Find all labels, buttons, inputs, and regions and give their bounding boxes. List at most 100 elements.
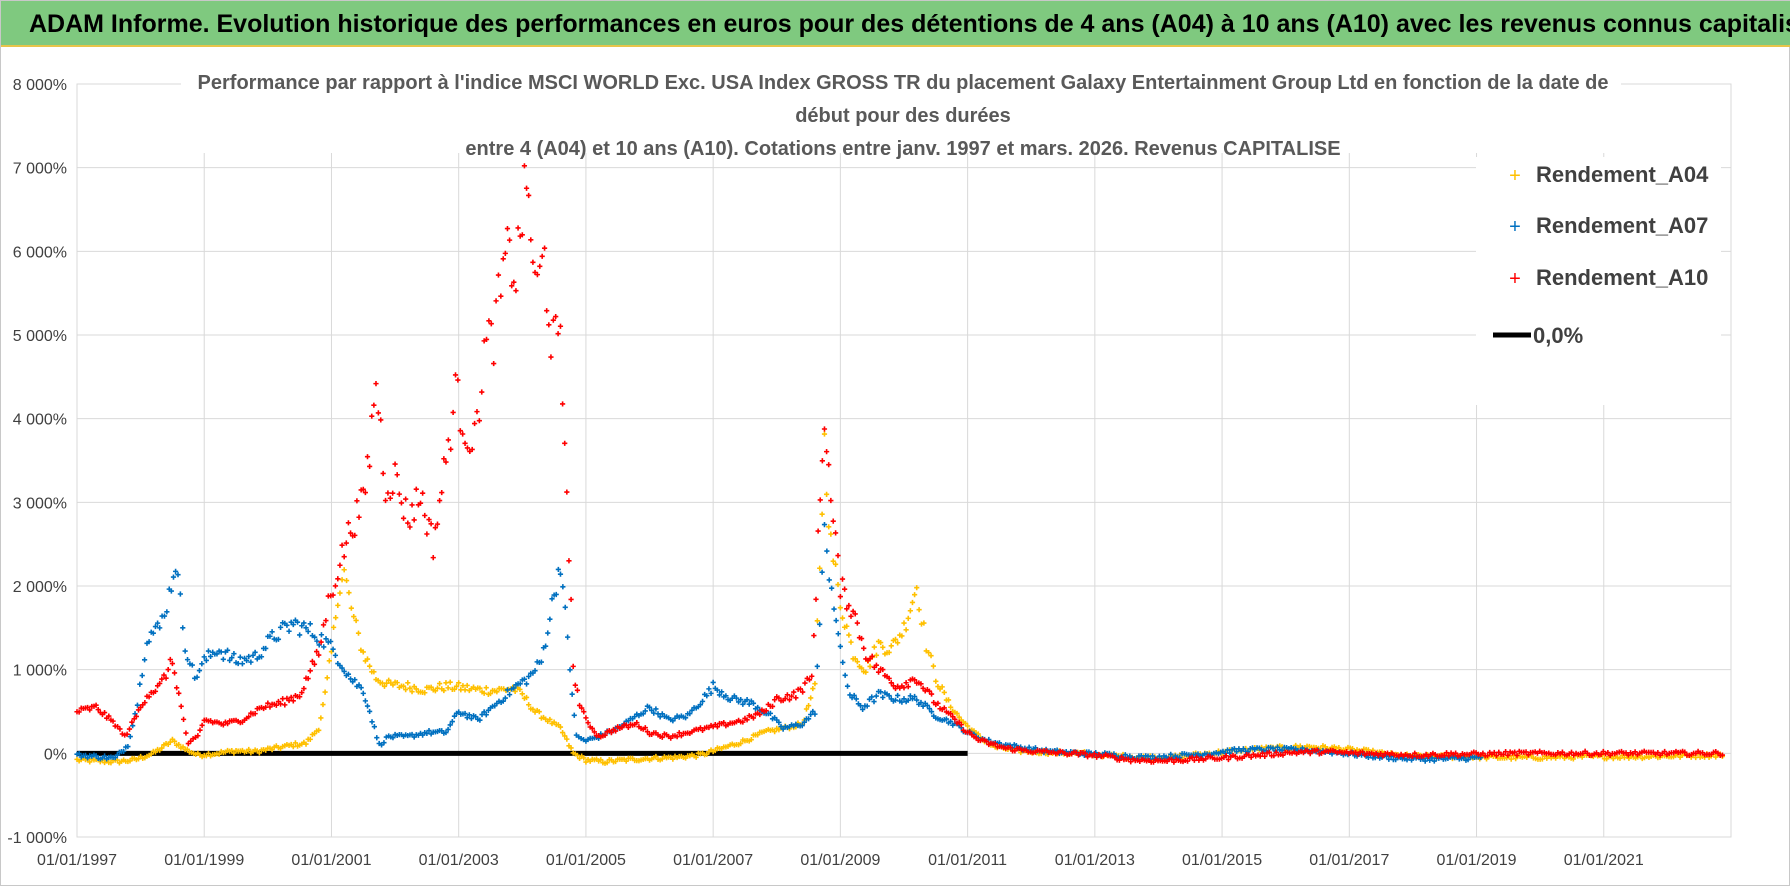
data-point-Rendement_A10 xyxy=(1007,744,1013,751)
data-point-Rendement_A07 xyxy=(920,703,926,709)
data-point-Rendement_A04 xyxy=(523,694,530,701)
data-point-Rendement_A04 xyxy=(371,669,377,675)
data-point-Rendement_A10 xyxy=(354,498,360,504)
data-point-Rendement_A07 xyxy=(275,636,282,642)
data-point-Rendement_A10 xyxy=(789,693,795,699)
data-point-Rendement_A07 xyxy=(150,630,156,636)
data-point-Rendement_A04 xyxy=(1365,747,1371,753)
data-point-Rendement_A04 xyxy=(256,750,262,756)
data-point-Rendement_A10 xyxy=(544,308,550,314)
data-point-Rendement_A10 xyxy=(886,675,892,682)
data-point-Rendement_A10 xyxy=(311,661,318,667)
data-point-Rendement_A10 xyxy=(928,691,935,697)
data-point-Rendement_A07 xyxy=(857,703,864,709)
data-point-Rendement_A04 xyxy=(803,706,810,712)
data-point-Rendement_A07 xyxy=(719,689,725,695)
data-point-Rendement_A10 xyxy=(163,675,169,681)
data-point-Rendement_A10 xyxy=(1314,747,1320,753)
data-point-Rendement_A07 xyxy=(1240,746,1247,752)
data-point-Rendement_A10 xyxy=(1493,752,1500,759)
data-point-Rendement_A10 xyxy=(786,697,793,703)
data-point-Rendement_A10 xyxy=(528,237,534,243)
data-point-Rendement_A07 xyxy=(886,693,892,699)
data-point-Rendement_A10 xyxy=(509,283,515,289)
data-point-Rendement_A07 xyxy=(362,698,368,704)
data-point-Rendement_A04 xyxy=(405,680,411,686)
data-point-Rendement_A10 xyxy=(380,470,386,477)
x-tick-label: 01/01/2009 xyxy=(800,852,880,869)
data-point-Rendement_A07 xyxy=(699,698,706,704)
data-point-Rendement_A10 xyxy=(1169,756,1175,763)
data-point-Rendement_A07 xyxy=(277,624,284,630)
data-point-Rendement_A04 xyxy=(926,650,932,656)
data-point-Rendement_A10 xyxy=(526,192,532,199)
data-point-Rendement_A04 xyxy=(564,736,570,742)
data-point-Rendement_A07 xyxy=(294,619,301,625)
data-point-Rendement_A07 xyxy=(1231,746,1237,752)
data-point-Rendement_A10 xyxy=(548,354,554,360)
data-point-Rendement_A04 xyxy=(447,679,453,685)
data-point-Rendement_A07 xyxy=(164,609,170,615)
data-point-Rendement_A07 xyxy=(141,657,148,663)
data-point-Rendement_A10 xyxy=(138,704,144,711)
data-point-Rendement_A10 xyxy=(1225,756,1232,763)
data-point-Rendement_A10 xyxy=(142,700,148,706)
data-point-Rendement_A07 xyxy=(250,652,256,658)
data-point-Rendement_A04 xyxy=(441,687,447,694)
data-point-Rendement_A04 xyxy=(422,690,428,696)
data-point-Rendement_A04 xyxy=(895,640,901,646)
data-point-Rendement_A07 xyxy=(175,572,181,578)
data-point-Rendement_A04 xyxy=(432,688,438,694)
data-point-Rendement_A07 xyxy=(640,711,646,717)
data-point-Rendement_A07 xyxy=(464,715,470,721)
data-point-Rendement_A10 xyxy=(817,497,823,503)
data-point-Rendement_A07 xyxy=(905,697,911,703)
data-point-Rendement_A04 xyxy=(939,684,945,690)
data-point-Rendement_A07 xyxy=(481,709,487,715)
data-point-Rendement_A07 xyxy=(555,566,561,573)
data-point-Rendement_A10 xyxy=(1091,751,1097,757)
data-point-Rendement_A07 xyxy=(653,706,659,712)
data-point-Rendement_A10 xyxy=(744,717,750,723)
data-point-Rendement_A04 xyxy=(568,745,574,751)
data-point-Rendement_A07 xyxy=(824,548,830,554)
data-point-Rendement_A04 xyxy=(87,759,93,765)
data-point-Rendement_A10 xyxy=(124,731,130,737)
data-point-Rendement_A10 xyxy=(1191,757,1197,763)
data-point-Rendement_A07 xyxy=(821,521,828,528)
data-point-Rendement_A04 xyxy=(559,729,566,736)
data-point-Rendement_A07 xyxy=(538,659,544,665)
data-point-Rendement_A10 xyxy=(511,279,517,285)
data-point-Rendement_A07 xyxy=(549,596,555,602)
data-point-Rendement_A10 xyxy=(1446,753,1452,759)
data-point-Rendement_A10 xyxy=(316,652,322,658)
data-point-Rendement_A07 xyxy=(269,629,275,635)
data-point-Rendement_A04 xyxy=(933,678,939,684)
data-point-Rendement_A04 xyxy=(464,682,470,689)
data-point-Rendement_A04 xyxy=(360,649,366,655)
data-point-Rendement_A04 xyxy=(867,663,873,669)
data-point-Rendement_A07 xyxy=(776,719,782,725)
data-point-Rendement_A04 xyxy=(693,754,699,760)
data-point-Rendement_A07 xyxy=(369,719,375,725)
data-point-Rendement_A10 xyxy=(448,446,454,452)
data-point-Rendement_A10 xyxy=(721,719,727,726)
data-point-Rendement_A07 xyxy=(367,708,373,715)
data-point-Rendement_A07 xyxy=(1270,745,1276,751)
data-point-Rendement_A10 xyxy=(1500,751,1506,758)
data-point-Rendement_A10 xyxy=(1094,754,1100,760)
data-point-Rendement_A07 xyxy=(755,704,761,711)
data-point-Rendement_A10 xyxy=(772,697,778,703)
data-point-Rendement_A07 xyxy=(557,571,564,577)
data-point-Rendement_A07 xyxy=(687,711,693,717)
data-point-Rendement_A10 xyxy=(869,653,875,659)
data-point-Rendement_A07 xyxy=(1299,745,1306,751)
data-point-Rendement_A10 xyxy=(367,463,373,470)
data-point-Rendement_A10 xyxy=(839,576,846,582)
data-point-Rendement_A07 xyxy=(447,722,453,728)
data-point-Rendement_A10 xyxy=(546,322,552,328)
data-point-Rendement_A10 xyxy=(763,708,769,714)
data-point-Rendement_A04 xyxy=(653,753,659,760)
data-point-Rendement_A10 xyxy=(1262,753,1268,759)
data-point-Rendement_A04 xyxy=(916,607,922,613)
